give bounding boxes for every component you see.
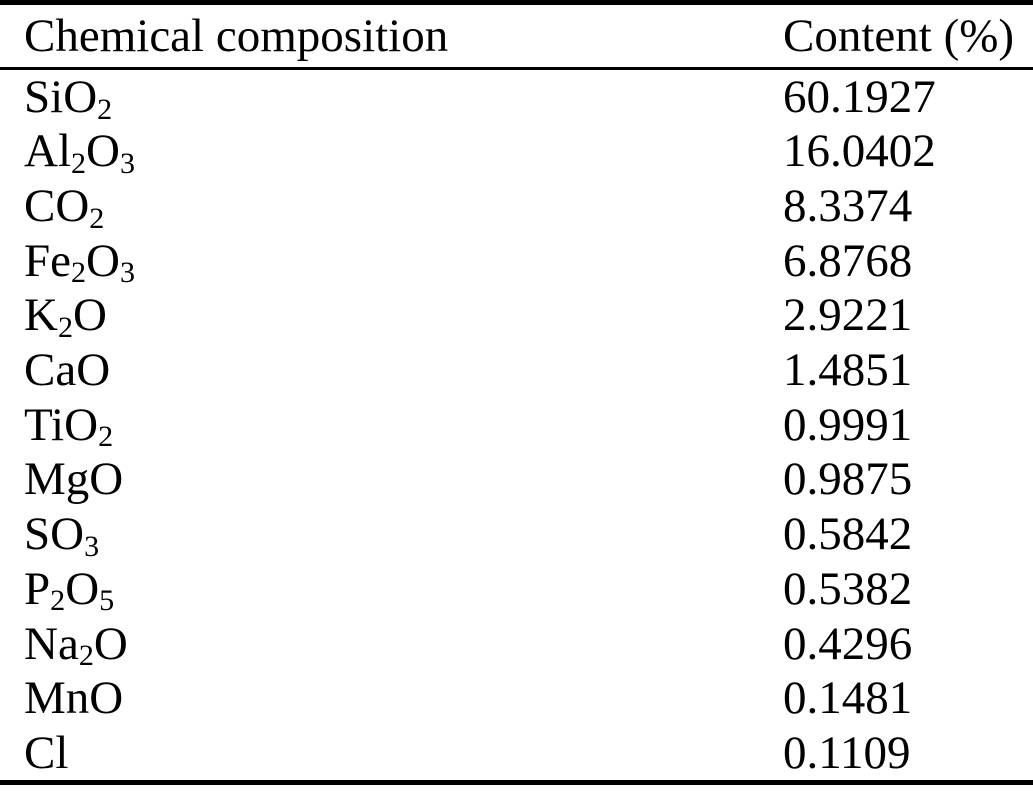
formula-subscript: 2	[71, 145, 87, 180]
table-row: Cl 0.1109	[0, 726, 1033, 783]
content-cell: 0.5382	[783, 562, 913, 615]
formula-subscript: 3	[84, 528, 100, 563]
table-row: CO2 8.3374	[0, 179, 1033, 234]
table-row: SiO2 60.1927	[0, 69, 1033, 125]
formula-cell: MgO	[24, 453, 124, 506]
table-row: Na2O 0.4296	[0, 616, 1033, 671]
formula-subscript: 2	[50, 583, 66, 618]
table-row: P2O5 0.5382	[0, 562, 1033, 617]
content-cell: 8.3374	[783, 180, 913, 233]
formula-subscript: 2	[97, 91, 113, 126]
content-cell: 2.9221	[783, 289, 913, 342]
table-body: SiO2 60.1927 Al2O3 16.0402 CO2 8.3374 Fe…	[0, 69, 1033, 783]
content-cell: 0.4296	[783, 617, 913, 670]
content-cell: 60.1927	[783, 71, 936, 123]
table-row: Al2O3 16.0402	[0, 124, 1033, 179]
table-row: K2O 2.9221	[0, 288, 1033, 343]
table-row: SO3 0.5842	[0, 507, 1033, 562]
formula-cell: SO3	[24, 508, 100, 563]
table-header: Chemical composition Content (%)	[0, 3, 1033, 69]
formula-subscript: 2	[57, 310, 73, 345]
formula-cell: Cl	[24, 726, 69, 779]
formula-cell: MnO	[24, 672, 124, 725]
table-row: MgO 0.9875	[0, 452, 1033, 507]
formula-cell: CaO	[24, 344, 111, 397]
content-cell: 0.5842	[783, 508, 913, 561]
formula-cell: TiO2	[24, 398, 114, 454]
formula-cell: SiO2	[24, 71, 113, 126]
table-row: CaO 1.4851	[0, 343, 1033, 398]
content-cell: 1.4851	[783, 344, 913, 397]
content-cell: 0.9991	[783, 398, 913, 451]
formula-cell: Na2O	[24, 617, 128, 673]
formula-cell: K2O	[24, 289, 107, 345]
formula-cell: CO2	[24, 180, 105, 235]
formula-cell: P2O5	[24, 562, 115, 618]
formula-subscript: 2	[89, 200, 105, 235]
table-row: TiO2 0.9991	[0, 397, 1033, 452]
content-cell: 16.0402	[783, 125, 936, 178]
formula-subscript: 2	[78, 638, 94, 673]
formula-subscript: 2	[71, 255, 87, 290]
column-header-chemical-composition: Chemical composition	[24, 10, 449, 62]
content-cell: 0.1481	[783, 672, 913, 725]
content-cell: 0.9875	[783, 453, 913, 506]
content-cell: 6.8768	[783, 234, 913, 287]
formula-cell: Al2O3	[24, 125, 136, 180]
formula-subscript: 3	[120, 145, 136, 180]
formula-cell: Fe2O3	[24, 234, 136, 290]
formula-subscript: 5	[99, 583, 115, 618]
formula-subscript: 2	[98, 419, 114, 454]
formula-subscript: 3	[120, 255, 136, 290]
header-row: Chemical composition Content (%)	[0, 3, 1033, 69]
column-header-content-percent: Content (%)	[783, 10, 1015, 62]
table-row: Fe2O3 6.8768	[0, 233, 1033, 288]
content-cell: 0.1109	[783, 726, 911, 779]
table-row: MnO 0.1481	[0, 671, 1033, 726]
